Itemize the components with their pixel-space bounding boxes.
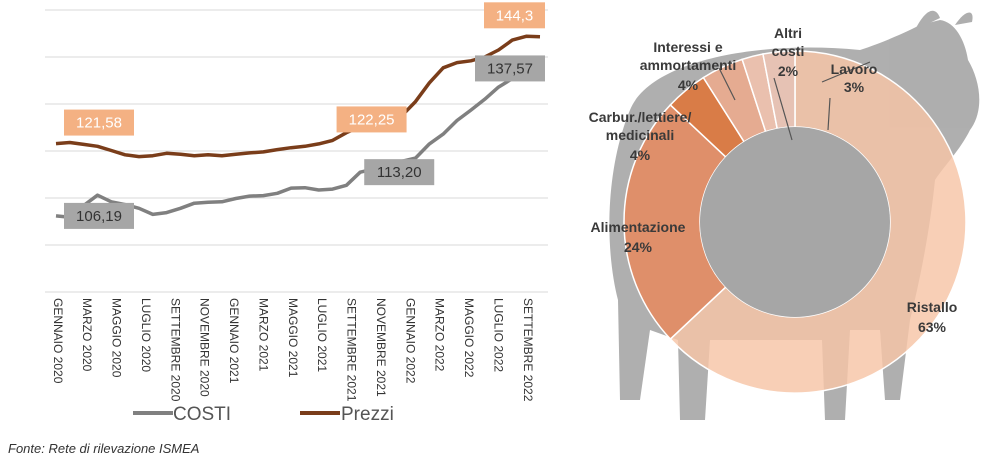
x-tick-label: MARZO 2022 (433, 298, 447, 372)
label-interessi-line1: Interessi e (653, 39, 722, 55)
slice-leaders (718, 61, 871, 141)
x-tick-label: GENNAIO 2020 (51, 298, 65, 384)
data-label: 113,20 (377, 164, 422, 181)
grid-lines (45, 9, 548, 293)
x-tick-label: GENNAIO 2022 (403, 298, 417, 384)
x-tick-label: SETTEMBRE 2021 (345, 298, 359, 402)
donut-hole (700, 127, 890, 317)
label-carbur-value: 4% (630, 147, 651, 163)
label-interessi-line2: ammortamenti (640, 57, 736, 73)
x-tick-label: GENNAIO 2021 (227, 298, 241, 384)
x-tick-label: SETTEMBRE 2022 (521, 298, 535, 402)
x-tick-label: MARZO 2020 (80, 298, 94, 372)
label-ristallo-name: Ristallo (907, 299, 958, 315)
x-tick-label: SETTEMBRE 2020 (168, 298, 182, 402)
slice-labels: Interessi e ammortamenti 4% Altri costi … (589, 25, 958, 335)
label-lavoro-name: Lavoro (831, 61, 878, 77)
label-alimentazione-name: Alimentazione (591, 219, 686, 235)
data-label-box (64, 109, 134, 136)
line-chart: GENNAIO 2020 MARZO 2020 MAGGIO 2020 LUGLIO … (45, 2, 548, 425)
x-tick-label: NOVEMBRE 2021 (374, 298, 388, 397)
donut-slices (623, 50, 967, 394)
x-tick-label: MAGGIO 2022 (462, 298, 476, 378)
x-tick-label: MAGGIO 2021 (286, 298, 300, 378)
data-labels: 106,19 113,20 137,57 121,58 122,25 144,3 (64, 2, 545, 229)
label-altri-line2: costi (772, 43, 805, 59)
legend-costi-label: COSTI (173, 404, 231, 425)
data-label: 137,57 (487, 60, 533, 77)
label-alimentazione-value: 24% (624, 239, 653, 255)
data-label-box (364, 159, 435, 186)
x-tick-label: LUGLIO 2020 (139, 298, 153, 372)
legend-prezzi-label: Prezzi (341, 404, 394, 425)
data-label-box (475, 55, 545, 82)
x-tick-label: LUGLIO 2021 (315, 298, 329, 372)
donut-chart: Interessi e ammortamenti 4% Altri costi … (589, 10, 980, 420)
data-label-box (336, 106, 407, 133)
x-tick-label: NOVEMBRE 2020 (198, 298, 212, 397)
label-altri-line1: Altri (774, 25, 802, 41)
x-tick-label: LUGLIO 2022 (491, 298, 505, 372)
data-label: 106,19 (76, 208, 122, 225)
data-label: 122,25 (349, 111, 395, 128)
label-lavoro-value: 3% (844, 79, 865, 95)
source-note: Fonte: Rete di rilevazione ISMEA (8, 441, 200, 456)
x-axis-ticks: GENNAIO 2020 MARZO 2020 MAGGIO 2020 LUGLIO … (51, 298, 535, 402)
data-label-box (484, 2, 545, 29)
data-label-box (64, 202, 134, 229)
series-line-costi (55, 66, 541, 220)
data-label: 144,3 (496, 7, 534, 24)
series-lines (55, 34, 541, 220)
label-interessi-value: 4% (678, 77, 699, 93)
label-altri-value: 2% (778, 63, 799, 79)
series-line-prezzi (55, 34, 541, 159)
x-tick-label: MAGGIO 2020 (110, 298, 124, 378)
label-carbur-line2: medicinali (606, 127, 674, 143)
data-label: 121,58 (76, 115, 122, 132)
label-carbur-line1: Carbur./lettiere/ (589, 109, 692, 125)
label-ristallo-value: 63% (918, 319, 947, 335)
legend: COSTI Prezzi (133, 404, 394, 425)
x-tick-label: MARZO 2021 (256, 298, 270, 372)
